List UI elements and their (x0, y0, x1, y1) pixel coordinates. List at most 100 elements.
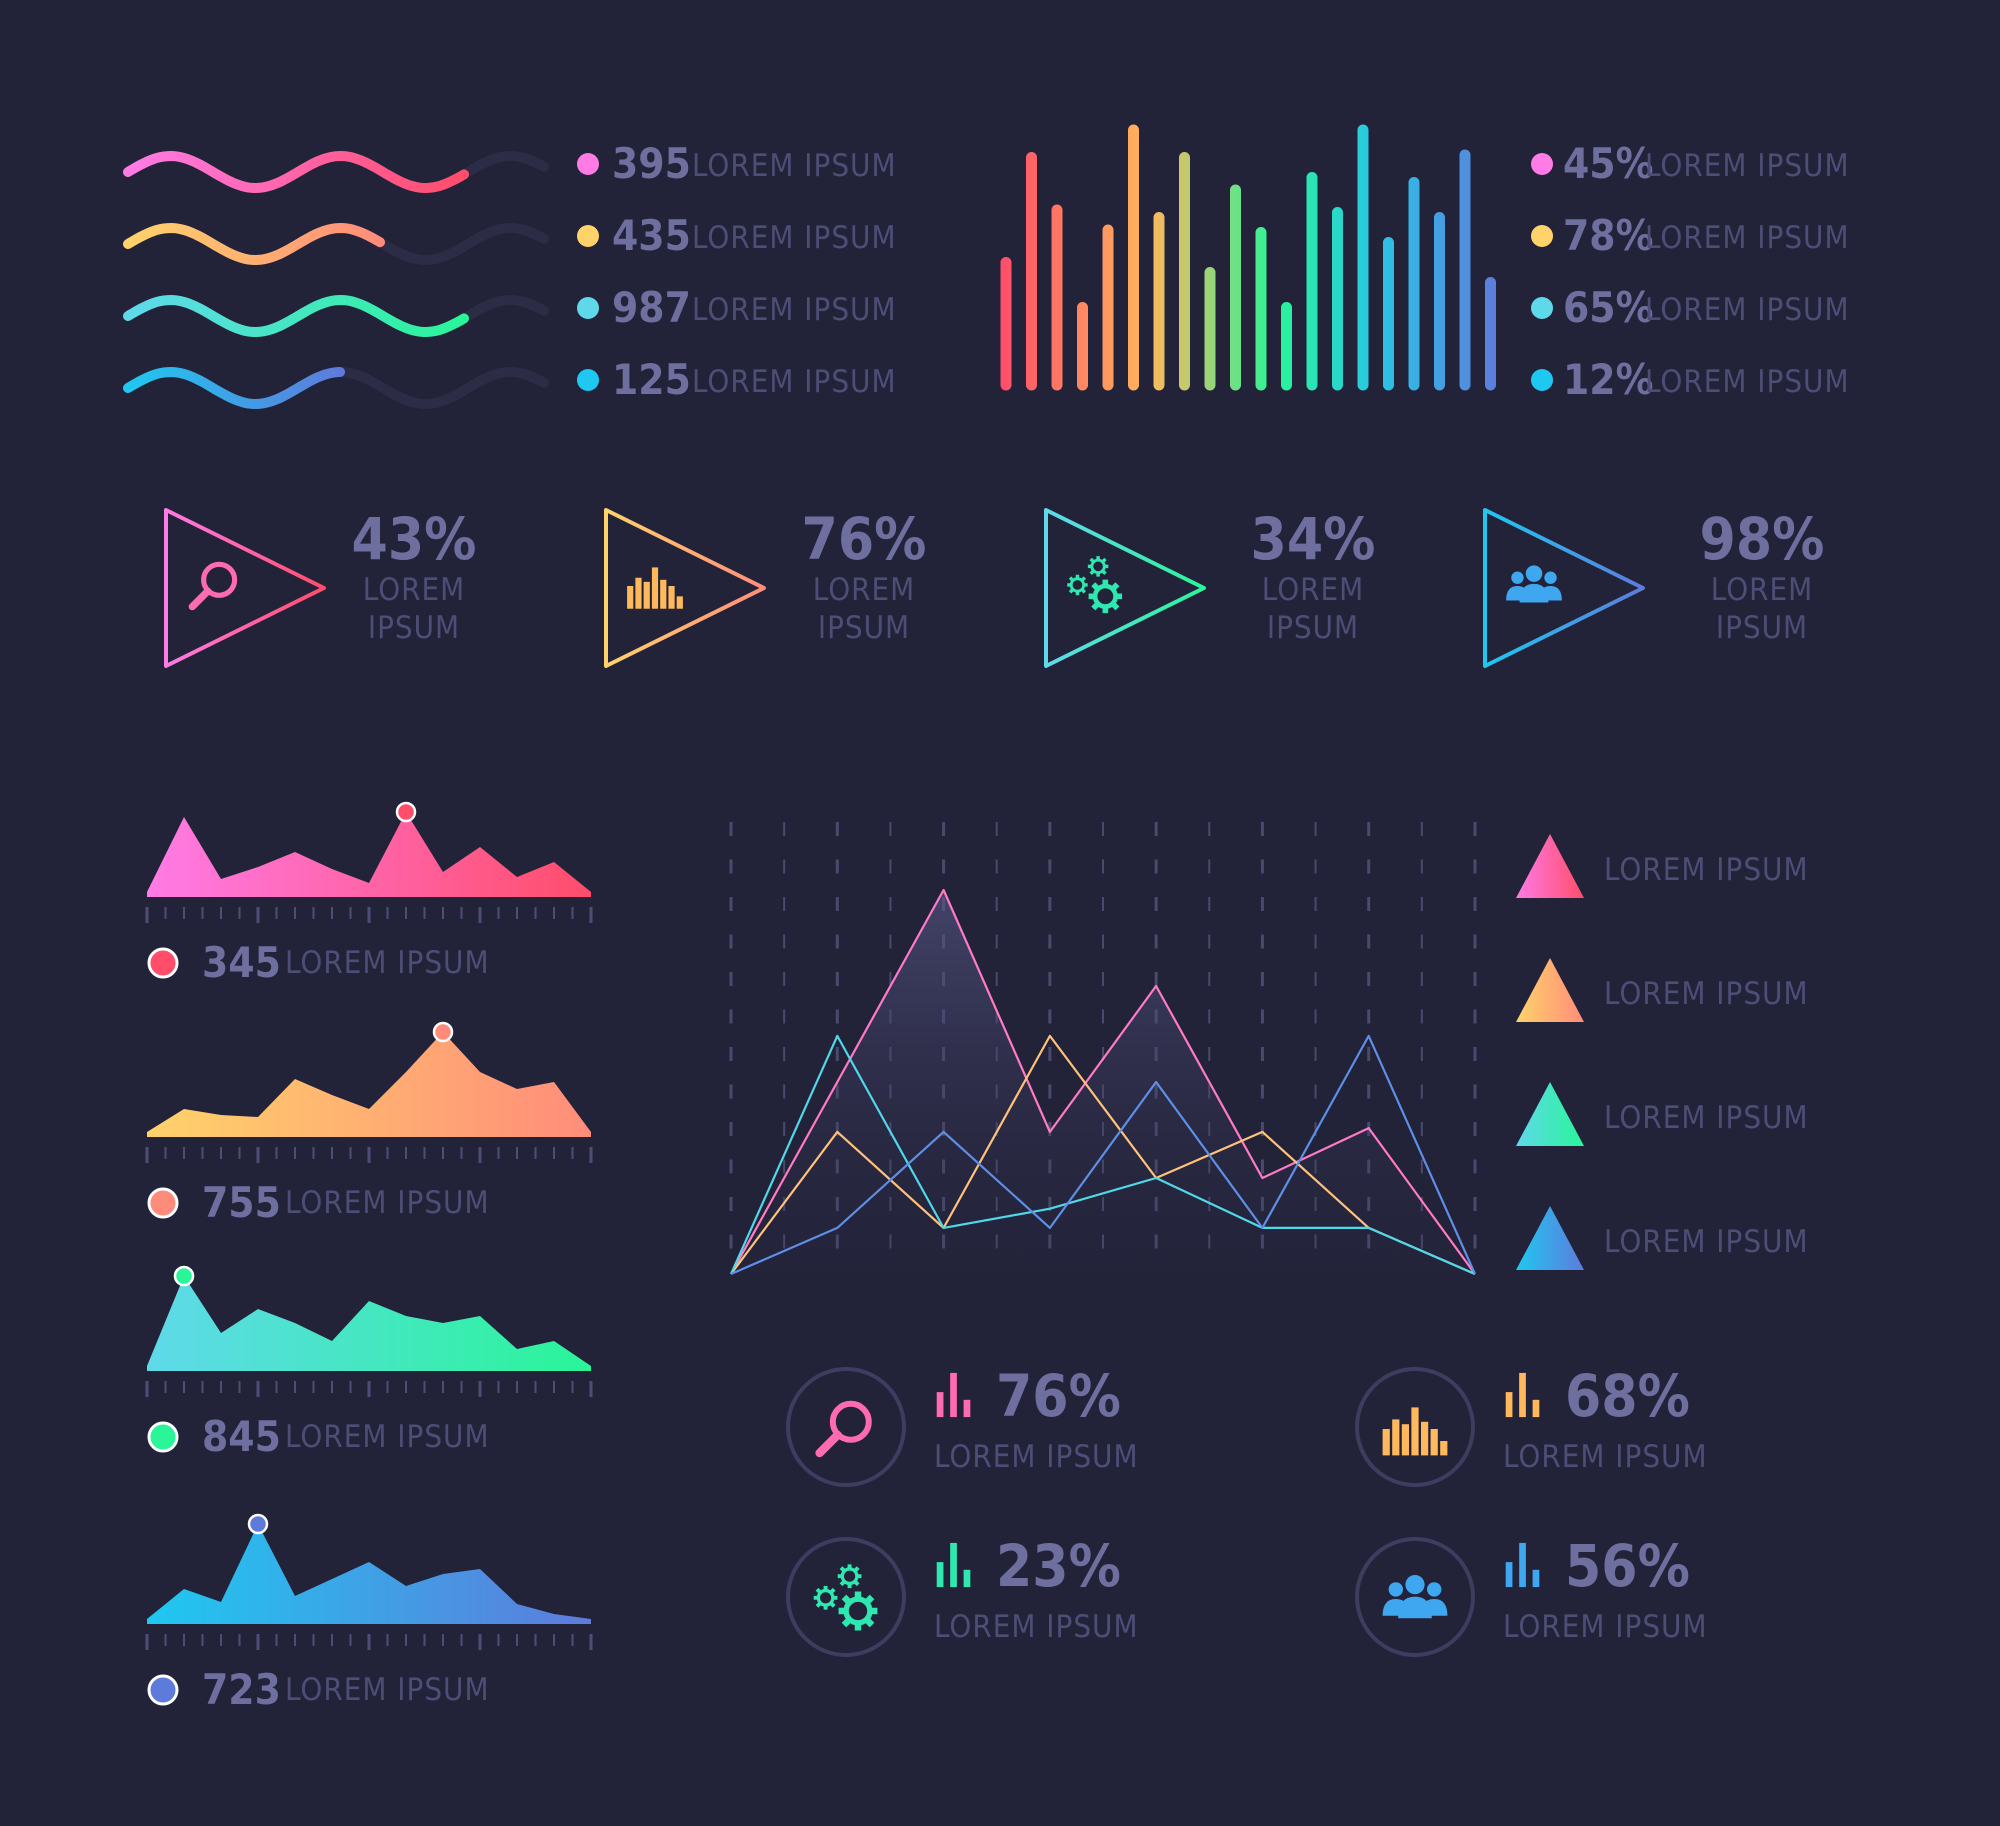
wave-row: 435 LOREM IPSUM (123, 211, 896, 266)
stat-card: 68% LOREM IPSUM (1355, 1362, 1708, 1487)
series-line (730, 1034, 1476, 1276)
triangle-outline (604, 508, 766, 668)
triangle-outline (164, 508, 326, 668)
bar-legend-label: LOREM IPSUM (1645, 292, 1850, 328)
stat-card: 56% LOREM IPSUM (1355, 1532, 1708, 1657)
area-fill (147, 1276, 591, 1371)
series-line (730, 888, 1476, 1275)
mountain-line-chart (729, 822, 1477, 1276)
wave-label: LOREM IPSUM (692, 148, 897, 184)
stat-ring (786, 1367, 906, 1487)
stat-ring (786, 1537, 906, 1657)
stat-label: LOREM IPSUM (934, 1439, 1139, 1475)
area-chart: 755 LOREM IPSUM (145, 1021, 593, 1227)
triangle-value: 98% (1700, 505, 1825, 573)
legend-dot (1531, 153, 1553, 175)
stat-label: LOREM IPSUM (934, 1609, 1139, 1645)
gears-icon (814, 1564, 878, 1630)
wave-value: 395 (612, 139, 691, 188)
legend-triangle (1516, 958, 1584, 1022)
peak-marker (395, 801, 417, 823)
circle-stat-grid: 76% LOREM IPSUM 68% LOREM IPSUM 23% LOREM IPS… (786, 1362, 1708, 1657)
peak-marker (432, 1021, 454, 1043)
bar-legend-label: LOREM IPSUM (1645, 220, 1850, 256)
area-label: LOREM IPSUM (285, 945, 490, 981)
legend-dot (147, 1187, 179, 1219)
wave-line (123, 222, 385, 266)
area-value: 345 (202, 938, 281, 987)
triangle-value: 76% (802, 505, 927, 573)
area-value: 755 (202, 1178, 281, 1227)
wave-line (123, 150, 469, 194)
triangle-outline (1044, 508, 1206, 668)
area-value: 723 (202, 1665, 281, 1714)
legend-dot (1531, 369, 1553, 391)
area-chart: 845 LOREM IPSUM (145, 1265, 593, 1461)
mountain-legend-label: LOREM IPSUM (1604, 976, 1809, 1012)
legend-triangle (1516, 1082, 1584, 1146)
area-fill (147, 1032, 591, 1137)
wave-value: 125 (612, 355, 691, 404)
stat-label: LOREM IPSUM (1503, 1439, 1708, 1475)
series-line (729, 1034, 1476, 1276)
mountain-legend-label: LOREM IPSUM (1604, 1100, 1809, 1136)
stat-label: LOREM IPSUM (1503, 1609, 1708, 1645)
legend-triangle (1516, 1206, 1584, 1270)
triangle-label: IPSUM (818, 610, 910, 646)
legend-dot (147, 947, 179, 979)
bar-legend-value: 45% (1563, 139, 1653, 188)
wave-row: 395 LOREM IPSUM (123, 139, 897, 194)
wave-label: LOREM IPSUM (692, 292, 897, 328)
bar-legend-value: 65% (1563, 283, 1653, 332)
mountain-legend-label: LOREM IPSUM (1604, 1224, 1809, 1260)
legend-dot (147, 1674, 179, 1706)
bar-chart-icon (1382, 1407, 1448, 1456)
bar-legend-label: LOREM IPSUM (1645, 148, 1850, 184)
area-fill (147, 1524, 591, 1624)
wave-value: 435 (612, 211, 691, 260)
mountain-legend-label: LOREM IPSUM (1604, 852, 1809, 888)
area-chart: 345 LOREM IPSUM (145, 801, 593, 987)
stat-value: 68% (1565, 1362, 1690, 1430)
wave-row: 987 LOREM IPSUM (123, 283, 897, 338)
stat-ring (1355, 1537, 1475, 1657)
triangle-label: IPSUM (1267, 610, 1359, 646)
triangle-label: IPSUM (368, 610, 460, 646)
triangle-label: IPSUM (1716, 610, 1808, 646)
mini-bar-icon (1505, 1372, 1540, 1418)
peak-marker (247, 1513, 269, 1535)
mini-bar-icon (936, 1542, 971, 1588)
equalizer-bar-chart (1000, 124, 1496, 391)
search-icon (192, 564, 234, 606)
wave-value: 987 (612, 283, 691, 332)
triangle-stat-row: 43%LOREMIPSUM76%LOREMIPSUM34%LOREMIPSUM9… (164, 505, 1825, 668)
legend-dot (1531, 297, 1553, 319)
stat-value: 56% (1565, 1532, 1690, 1600)
peak-marker (173, 1265, 195, 1287)
triangle-value: 34% (1251, 505, 1376, 573)
stat-ring (1355, 1367, 1475, 1487)
triangle-outline (1483, 508, 1645, 668)
area-chart: 723 LOREM IPSUM (145, 1513, 593, 1714)
wave-line (123, 294, 469, 338)
legend-triangle (1516, 834, 1584, 898)
legend-dot (577, 369, 599, 391)
legend-dot (147, 1421, 179, 1453)
stat-card: 23% LOREM IPSUM (786, 1532, 1139, 1657)
wave-row: 125 LOREM IPSUM (123, 355, 897, 410)
gears-icon (1067, 556, 1122, 613)
wave-label: LOREM IPSUM (692, 364, 897, 400)
triangle-value: 43% (352, 505, 477, 573)
stat-card: 76% LOREM IPSUM (786, 1362, 1139, 1487)
series-line (730, 1034, 1477, 1276)
triangle-label: LOREM (1262, 572, 1364, 608)
bar-legend-value: 78% (1563, 211, 1653, 260)
triangle-label: LOREM (813, 572, 915, 608)
